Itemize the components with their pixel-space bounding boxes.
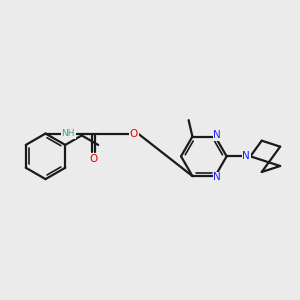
- Text: O: O: [130, 128, 138, 139]
- Text: O: O: [89, 154, 98, 164]
- Text: N: N: [213, 172, 221, 182]
- Text: NH: NH: [61, 129, 75, 138]
- Text: N: N: [242, 151, 250, 161]
- Text: N: N: [213, 130, 221, 140]
